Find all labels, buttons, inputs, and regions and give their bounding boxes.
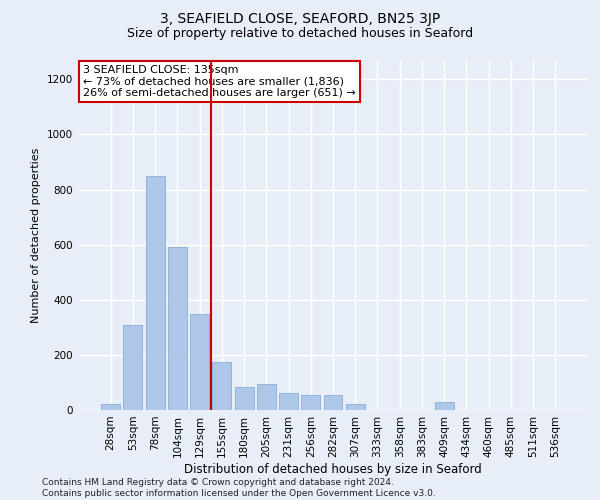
Bar [101, 404, 120, 410]
Bar [323, 395, 343, 410]
Y-axis label: Number of detached properties: Number of detached properties [31, 148, 41, 322]
Bar [435, 402, 454, 410]
Bar [146, 176, 164, 410]
X-axis label: Distribution of detached houses by size in Seaford: Distribution of detached houses by size … [184, 462, 482, 475]
Bar [168, 248, 187, 410]
Bar [212, 362, 231, 410]
Text: Size of property relative to detached houses in Seaford: Size of property relative to detached ho… [127, 28, 473, 40]
Text: 3, SEAFIELD CLOSE, SEAFORD, BN25 3JP: 3, SEAFIELD CLOSE, SEAFORD, BN25 3JP [160, 12, 440, 26]
Text: 3 SEAFIELD CLOSE: 135sqm
← 73% of detached houses are smaller (1,836)
26% of sem: 3 SEAFIELD CLOSE: 135sqm ← 73% of detach… [83, 66, 356, 98]
Bar [279, 394, 298, 410]
Bar [257, 384, 276, 410]
Bar [190, 314, 209, 410]
Bar [235, 386, 254, 410]
Bar [346, 404, 365, 410]
Text: Contains HM Land Registry data © Crown copyright and database right 2024.
Contai: Contains HM Land Registry data © Crown c… [42, 478, 436, 498]
Bar [301, 395, 320, 410]
Bar [124, 324, 142, 410]
